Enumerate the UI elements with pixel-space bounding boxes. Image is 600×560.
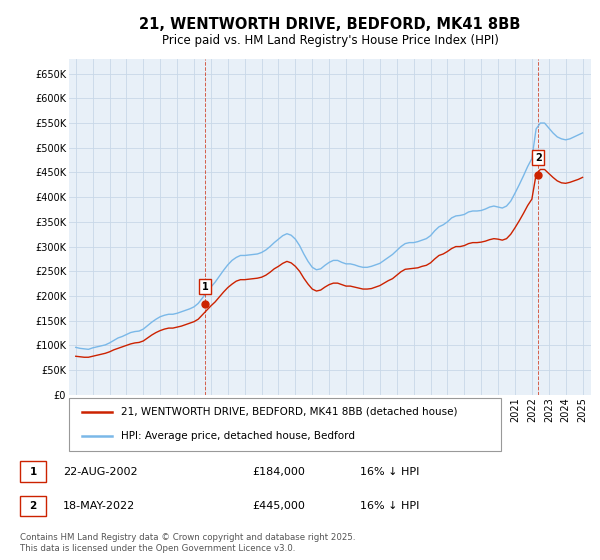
Text: 16% ↓ HPI: 16% ↓ HPI — [360, 501, 419, 511]
Text: HPI: Average price, detached house, Bedford: HPI: Average price, detached house, Bedf… — [121, 431, 355, 441]
Text: 18-MAY-2022: 18-MAY-2022 — [63, 501, 135, 511]
Text: 21, WENTWORTH DRIVE, BEDFORD, MK41 8BB (detached house): 21, WENTWORTH DRIVE, BEDFORD, MK41 8BB (… — [121, 407, 457, 417]
Text: 21, WENTWORTH DRIVE, BEDFORD, MK41 8BB: 21, WENTWORTH DRIVE, BEDFORD, MK41 8BB — [139, 17, 521, 31]
Text: 2: 2 — [535, 153, 542, 162]
Text: Price paid vs. HM Land Registry's House Price Index (HPI): Price paid vs. HM Land Registry's House … — [161, 34, 499, 48]
Text: 16% ↓ HPI: 16% ↓ HPI — [360, 466, 419, 477]
Text: Contains HM Land Registry data © Crown copyright and database right 2025.
This d: Contains HM Land Registry data © Crown c… — [20, 533, 356, 553]
Text: 1: 1 — [202, 282, 208, 292]
Text: £184,000: £184,000 — [252, 466, 305, 477]
Text: 2: 2 — [29, 501, 37, 511]
Text: £445,000: £445,000 — [252, 501, 305, 511]
Text: 22-AUG-2002: 22-AUG-2002 — [63, 466, 137, 477]
Text: 1: 1 — [29, 466, 37, 477]
